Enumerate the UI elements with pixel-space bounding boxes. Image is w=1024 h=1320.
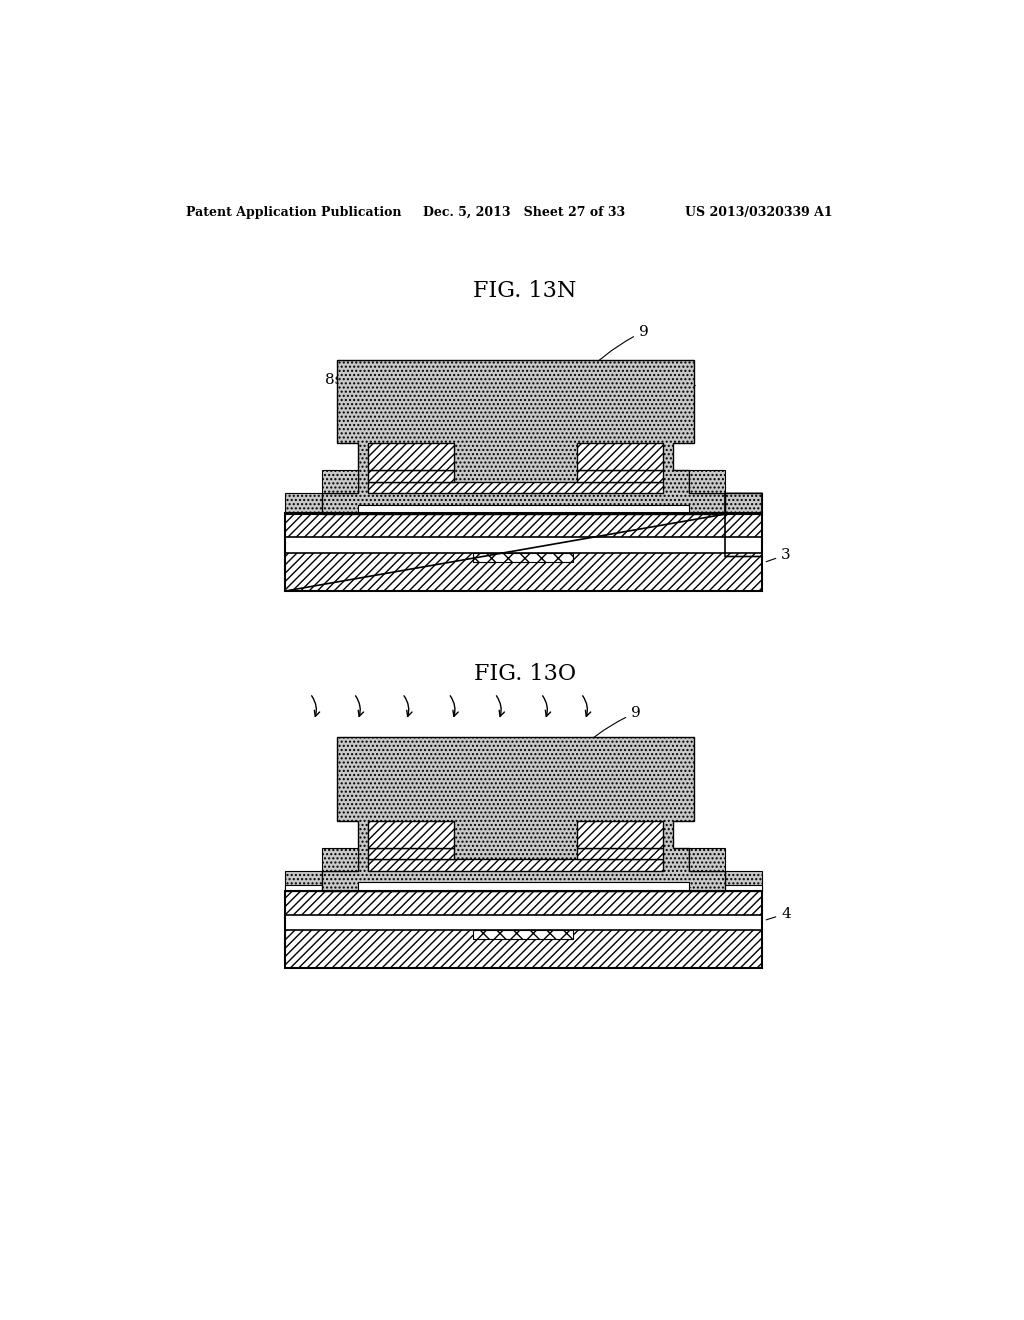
Text: 8s: 8s bbox=[325, 374, 397, 461]
Polygon shape bbox=[357, 506, 689, 515]
Polygon shape bbox=[578, 470, 664, 482]
Text: 9: 9 bbox=[579, 325, 648, 380]
Polygon shape bbox=[368, 859, 664, 871]
Text: 4: 4 bbox=[766, 907, 791, 920]
Polygon shape bbox=[285, 929, 762, 969]
Polygon shape bbox=[725, 494, 762, 515]
Polygon shape bbox=[689, 847, 725, 871]
Polygon shape bbox=[473, 929, 573, 940]
Polygon shape bbox=[578, 444, 664, 470]
Polygon shape bbox=[285, 494, 322, 515]
Polygon shape bbox=[285, 553, 762, 591]
Polygon shape bbox=[725, 871, 762, 891]
Polygon shape bbox=[368, 482, 664, 494]
Text: Patent Application Publication: Patent Application Publication bbox=[186, 206, 401, 219]
Text: 6: 6 bbox=[641, 803, 687, 842]
Polygon shape bbox=[285, 871, 322, 891]
Text: US 2013/0320339 A1: US 2013/0320339 A1 bbox=[685, 206, 833, 219]
Text: FIG. 13N: FIG. 13N bbox=[473, 280, 577, 302]
Polygon shape bbox=[368, 821, 454, 847]
Polygon shape bbox=[578, 821, 664, 847]
Polygon shape bbox=[357, 882, 689, 891]
Text: 9: 9 bbox=[571, 706, 641, 756]
Polygon shape bbox=[322, 738, 725, 891]
Text: FIG. 13O: FIG. 13O bbox=[474, 663, 575, 685]
Polygon shape bbox=[322, 847, 357, 871]
Polygon shape bbox=[368, 444, 454, 470]
Text: Dec. 5, 2013   Sheet 27 of 33: Dec. 5, 2013 Sheet 27 of 33 bbox=[423, 206, 626, 219]
Text: 3: 3 bbox=[766, 548, 791, 562]
Text: 8d: 8d bbox=[626, 375, 696, 457]
Polygon shape bbox=[285, 515, 762, 537]
Polygon shape bbox=[368, 847, 454, 859]
Polygon shape bbox=[578, 847, 664, 859]
Polygon shape bbox=[322, 360, 725, 515]
Polygon shape bbox=[473, 553, 573, 562]
Text: 5: 5 bbox=[641, 787, 687, 830]
Polygon shape bbox=[285, 886, 762, 891]
Polygon shape bbox=[689, 470, 725, 494]
Polygon shape bbox=[368, 470, 454, 482]
Polygon shape bbox=[285, 891, 762, 915]
Polygon shape bbox=[322, 470, 357, 494]
